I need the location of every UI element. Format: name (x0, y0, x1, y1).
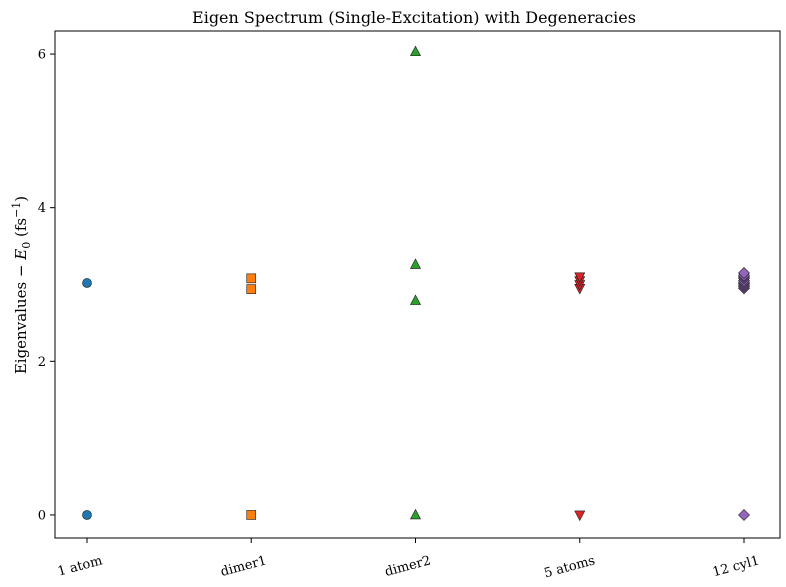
y-axis-label-unit-close: ) (12, 196, 30, 202)
data-point-diamond (738, 267, 750, 279)
chart-title: Eigen Spectrum (Single-Excitation) with … (192, 8, 636, 27)
y-axis-label-sub: 0 (20, 242, 33, 249)
y-tick-label: 4 (38, 201, 46, 216)
data-point-triangle-up (410, 508, 421, 520)
y-tick-label: 0 (38, 508, 46, 523)
x-tick-label: 12 cyl1 (711, 553, 761, 580)
axis-ticks: 0 2 4 6 1 atom dimer1 dimer2 5 atoms 12 cyl1 (38, 48, 761, 582)
y-axis-label-var: E (12, 249, 30, 261)
x-tick-label: dimer2 (383, 553, 432, 580)
y-axis-label-main: Eigenvalues − (12, 260, 30, 374)
data-point-square (246, 510, 257, 520)
data-point-diamond (738, 509, 750, 521)
data-point-circle (82, 510, 92, 520)
data-point-triangle-down (574, 272, 586, 283)
y-axis-label-unit-open: (fs (12, 218, 30, 242)
y-tick-label: 6 (38, 48, 46, 63)
y-axis-label: Eigenvalues − E0 (fs−1) (10, 196, 33, 374)
x-tick-label: dimer1 (219, 553, 268, 580)
x-tick-label: 1 atom (56, 553, 104, 579)
plot-frame (54, 30, 781, 539)
data-point-triangle-down (574, 510, 586, 522)
data-point-square (246, 284, 257, 294)
data-point-triangle-up (410, 258, 421, 269)
y-axis-label-unit-sup: −1 (10, 202, 23, 218)
data-point-triangle-up (410, 45, 421, 57)
data-point-triangle-up (410, 294, 421, 305)
y-tick-label: 2 (38, 355, 46, 370)
data-point-square (246, 273, 257, 284)
data-point-circle (82, 278, 92, 288)
x-tick-label: 5 atoms (542, 553, 596, 581)
data-points (82, 45, 750, 522)
